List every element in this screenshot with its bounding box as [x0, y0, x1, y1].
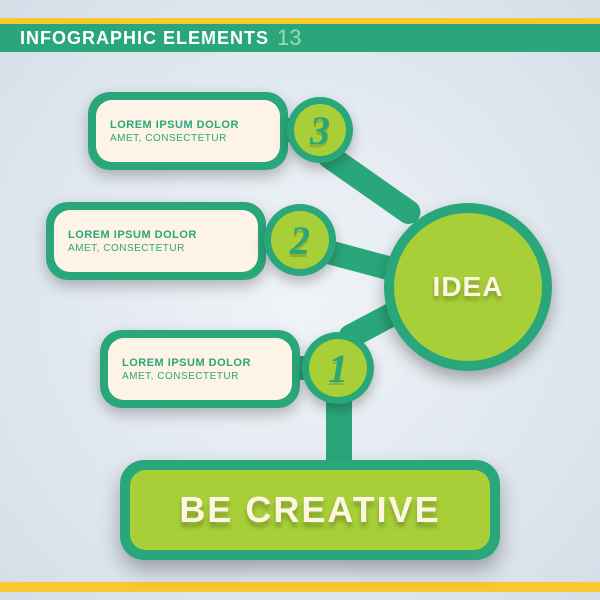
text-box-inner: LOREM IPSUM DOLOR AMET, CONSECTETUR — [54, 210, 258, 272]
text-box: LOREM IPSUM DOLOR AMET, CONSECTETUR — [100, 330, 300, 408]
step-number: 1 — [328, 345, 348, 392]
step-node-1: 1 — [302, 332, 374, 404]
bottom-accent-bar — [0, 582, 600, 592]
step-node-inner: 3 — [294, 104, 346, 156]
cta-label: BE CREATIVE — [179, 489, 440, 531]
text-box-inner: LOREM IPSUM DOLOR AMET, CONSECTETUR — [108, 338, 292, 400]
text-box-line1: LOREM IPSUM DOLOR — [122, 357, 278, 369]
step-node-3: 3 — [287, 97, 353, 163]
text-box-line2: AMET, CONSECTETUR — [68, 243, 244, 254]
text-box-inner: LOREM IPSUM DOLOR AMET, CONSECTETUR — [96, 100, 280, 162]
text-box-line1: LOREM IPSUM DOLOR — [68, 229, 244, 241]
infographic-stage: LOREM IPSUM DOLOR AMET, CONSECTETUR LORE… — [0, 0, 600, 600]
step-node-inner: 1 — [309, 339, 367, 397]
step-number: 2 — [290, 217, 310, 264]
text-box-line2: AMET, CONSECTETUR — [110, 133, 266, 144]
text-box-line1: LOREM IPSUM DOLOR — [110, 119, 266, 131]
step-number: 3 — [310, 107, 330, 154]
text-box-line2: AMET, CONSECTETUR — [122, 371, 278, 382]
step-node-inner: 2 — [271, 211, 329, 269]
step-node-2: 2 — [264, 204, 336, 276]
cta-box: BE CREATIVE — [120, 460, 500, 560]
text-box: LOREM IPSUM DOLOR AMET, CONSECTETUR — [46, 202, 266, 280]
text-box: LOREM IPSUM DOLOR AMET, CONSECTETUR — [88, 92, 288, 170]
idea-label: IDEA — [433, 271, 504, 303]
idea-circle: IDEA — [384, 203, 552, 371]
cta-box-inner: BE CREATIVE — [130, 470, 490, 550]
idea-circle-inner: IDEA — [394, 213, 542, 361]
